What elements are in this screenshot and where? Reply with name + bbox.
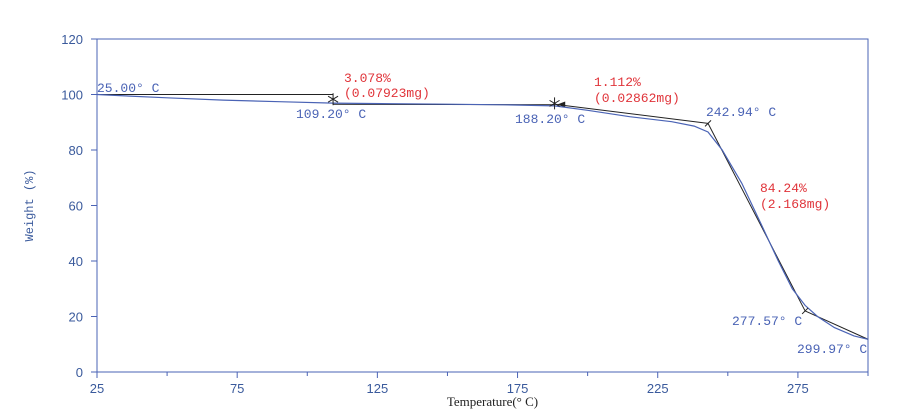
weight-loss-percent: 3.078% [344, 71, 391, 86]
x-tick-label: 175 [507, 381, 529, 396]
asterisk-stroke [549, 99, 560, 107]
tangent-line [554, 103, 709, 124]
onset-temperature-label: 188.20° C [515, 112, 585, 127]
x-tick-label: 75 [230, 381, 244, 396]
asterisk-marker [549, 97, 560, 110]
tangent-line [707, 123, 806, 312]
x-tick-label: 125 [367, 381, 389, 396]
onset-temperature-label: 299.97° C [797, 342, 867, 357]
y-tick-label: 120 [61, 32, 83, 47]
onset-temperature-label: 277.57° C [732, 314, 802, 329]
y-axis-title: Weight (%) [23, 169, 37, 241]
x-tick-label: 25 [90, 381, 104, 396]
weight-loss-mass: (2.168mg) [760, 197, 830, 212]
axes: 0 20 40 60 80 100 120 25 75 125 175 225 275 [61, 32, 869, 396]
onset-temperature-label: 25.00° C [97, 81, 160, 96]
asterisk-marker [327, 93, 339, 106]
onset-temperature-label: 109.20° C [296, 107, 366, 122]
onset-temperature-label: 242.94° C [706, 105, 776, 120]
tangent-line [804, 310, 869, 340]
arrow-head [557, 101, 566, 108]
weight-loss-mass: (0.07923mg) [344, 86, 430, 101]
y-tick-label: 40 [69, 254, 83, 269]
annotations: 25.00° C 109.20° C 188.20° C 242.94° C 277.5… [97, 71, 867, 357]
y-tick-label: 0 [76, 365, 83, 380]
x-tick-label: 275 [787, 381, 809, 396]
tangent-construction-lines [97, 94, 869, 340]
weight-loss-percent: 1.112% [594, 75, 641, 90]
y-tick-label: 80 [69, 143, 83, 158]
y-tick-label: 60 [69, 199, 83, 214]
weight-loss-mass: (0.02862mg) [594, 91, 680, 106]
onset-markers [327, 93, 809, 315]
y-tick-label: 100 [61, 88, 83, 103]
onset-tick [801, 307, 809, 315]
weight-curve [96, 93, 869, 340]
x-axis-title: Temperature(° C) [447, 394, 538, 409]
x-tick-label: 225 [647, 381, 669, 396]
weight-loss-percent: 84.24% [760, 181, 807, 196]
y-tick-label: 20 [69, 310, 83, 325]
onset-tick [704, 120, 712, 127]
asterisk-stroke [327, 95, 339, 103]
